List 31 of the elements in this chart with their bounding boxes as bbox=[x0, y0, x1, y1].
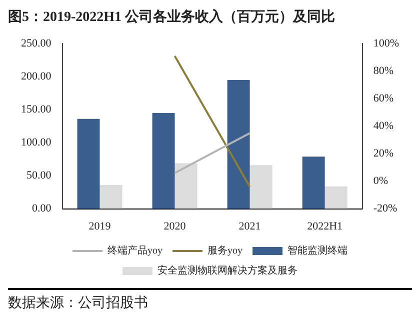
y2-tick-label: 100% bbox=[373, 37, 400, 50]
bar bbox=[324, 186, 348, 209]
bar bbox=[100, 185, 122, 209]
bar bbox=[302, 156, 325, 209]
chart-title: 图5：2019-2022H1 公司各业务收入（百万元）及同比 bbox=[8, 8, 336, 27]
y-tick-label: 100.00 bbox=[21, 136, 52, 149]
legend-label: 安全监测物联网解决方案及服务 bbox=[158, 264, 298, 277]
source-note: 数据来源：公司招股书 bbox=[8, 294, 149, 312]
bar bbox=[174, 163, 198, 209]
legend-label: 智能监测终端 bbox=[288, 244, 348, 257]
bar bbox=[227, 80, 250, 209]
y-tick-label: 0.00 bbox=[32, 202, 52, 215]
y2-tick-label: 40% bbox=[373, 120, 394, 132]
x-tick-label: 2021 bbox=[238, 220, 261, 232]
y-tick-label: 250.00 bbox=[21, 37, 52, 50]
legend-label: 服务yoy bbox=[208, 244, 242, 257]
bar bbox=[77, 118, 100, 209]
y-tick-label: 150.00 bbox=[21, 104, 52, 116]
y-tick-label: 200.00 bbox=[21, 70, 52, 83]
y-tick-label: 50.00 bbox=[26, 170, 52, 182]
bar bbox=[250, 165, 272, 209]
y2-tick-label: 60% bbox=[373, 92, 394, 105]
y2-tick-label: -20% bbox=[373, 202, 398, 215]
y2-tick-label: 80% bbox=[373, 65, 394, 78]
bar bbox=[152, 112, 175, 209]
x-tick-label: 2020 bbox=[164, 220, 186, 232]
x-tick-label: 2022H1 bbox=[307, 220, 343, 232]
y2-tick-label: 0% bbox=[373, 175, 388, 188]
y2-tick-label: 20% bbox=[373, 148, 394, 160]
legend-label: 终端产品yoy bbox=[108, 244, 162, 257]
x-tick-label: 2019 bbox=[88, 220, 112, 232]
